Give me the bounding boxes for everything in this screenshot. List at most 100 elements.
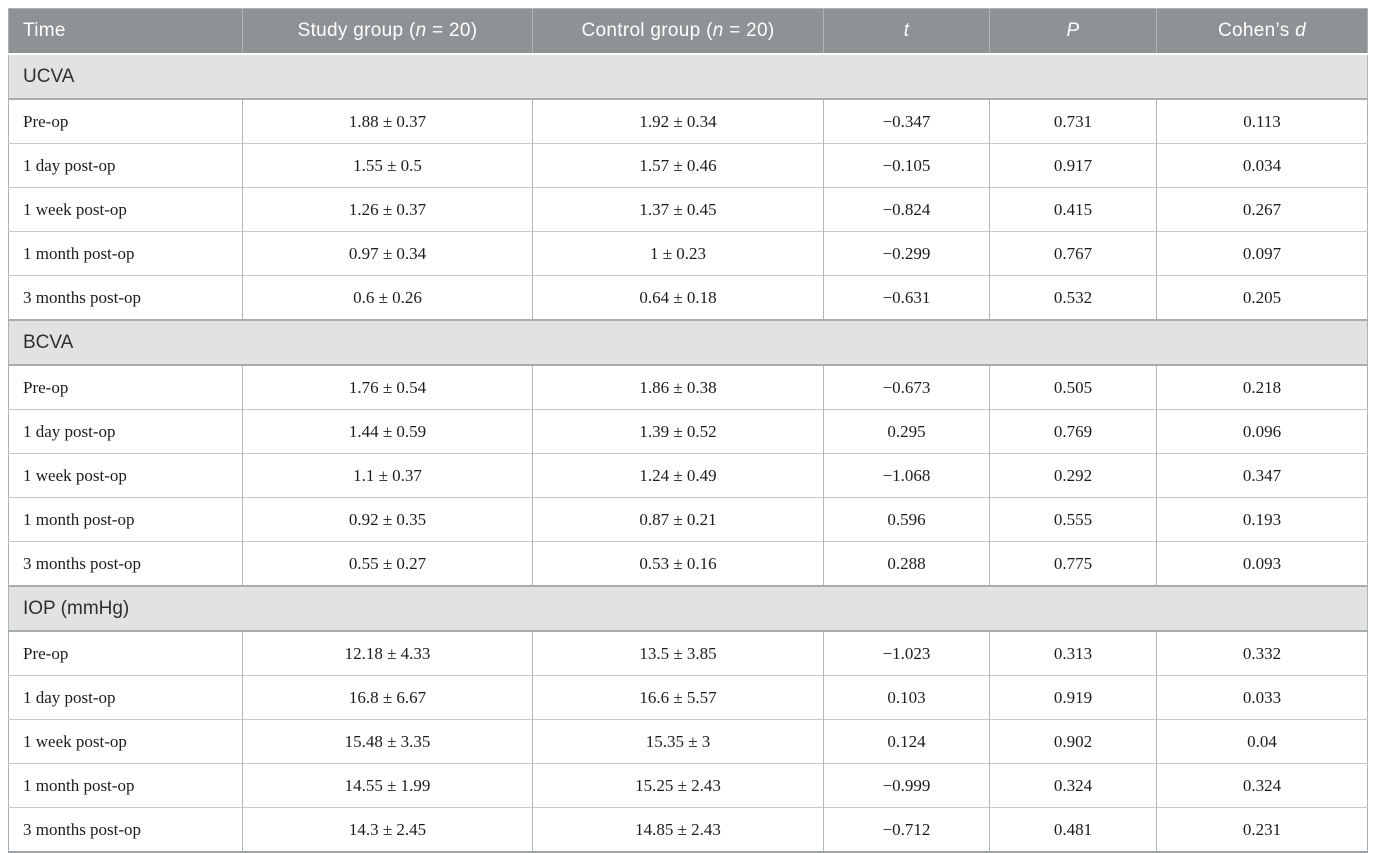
control-group-cell: 1.24 ± 0.49 [532,453,824,498]
study-group-cell: 1.44 ± 0.59 [242,409,533,454]
section-row: BCVA [8,319,1368,366]
t-cell: 0.295 [823,409,990,454]
table-row: 1 day post-op 1.55 ± 0.5 1.57 ± 0.46 −0.105… [8,143,1368,188]
table-row: 1 month post-op 0.92 ± 0.35 0.87 ± 0.21 0.5… [8,497,1368,542]
study-group-cell: 16.8 ± 6.67 [242,675,533,720]
control-group-cell: 1.86 ± 0.38 [532,364,824,410]
table-row: 1 day post-op 1.44 ± 0.59 1.39 ± 0.52 0.295… [8,409,1368,454]
time-cell: 1 month post-op [8,763,243,808]
time-cell: Pre-op [8,98,243,144]
table-header: Time Study group (n = 20) Control group (n… [8,8,1368,55]
time-cell: 1 month post-op [8,497,243,542]
control-group-cell: 15.35 ± 3 [532,719,824,764]
page: Time Study group (n = 20) Control group (n… [8,8,1368,853]
p-cell: 0.555 [989,497,1157,542]
p-cell: 0.919 [989,675,1157,720]
control-group-cell: 13.5 ± 3.85 [532,630,824,676]
table-row: 3 months post-op 0.55 ± 0.27 0.53 ± 0.16 0.… [8,541,1368,586]
study-group-cell: 1.55 ± 0.5 [242,143,533,188]
table-row: 1 week post-op 1.1 ± 0.37 1.24 ± 0.49 −1.06… [8,453,1368,498]
header-row: Time Study group (n = 20) Control group (n… [8,8,1368,55]
t-cell: 0.596 [823,497,990,542]
time-cell: 1 month post-op [8,231,243,276]
t-cell: −1.068 [823,453,990,498]
t-cell: 0.124 [823,719,990,764]
cohens-d-cell: 0.267 [1156,187,1368,232]
cohens-d-cell: 0.332 [1156,630,1368,676]
cohens-d-cell: 0.205 [1156,275,1368,320]
study-group-cell: 15.48 ± 3.35 [242,719,533,764]
table-row: Pre-op 1.76 ± 0.54 1.86 ± 0.38 −0.673 0.505 0… [8,364,1368,410]
time-cell: 1 week post-op [8,719,243,764]
study-group-cell: 12.18 ± 4.33 [242,630,533,676]
study-group-cell: 1.26 ± 0.37 [242,187,533,232]
column-header-p: P [989,8,1157,55]
cohens-d-cell: 0.097 [1156,231,1368,276]
column-header-study-group: Study group (n = 20) [242,8,533,55]
table-row: 1 week post-op 15.48 ± 3.35 15.35 ± 3 0.124… [8,719,1368,764]
t-cell: −0.999 [823,763,990,808]
time-cell: 1 week post-op [8,453,243,498]
section-row: IOP (mmHg) [8,585,1368,632]
time-cell: 1 day post-op [8,409,243,454]
table-row: 1 week post-op 1.26 ± 0.37 1.37 ± 0.45 −0.8… [8,187,1368,232]
time-cell: Pre-op [8,630,243,676]
control-group-cell: 1.39 ± 0.52 [532,409,824,454]
section-label: IOP (mmHg) [8,585,1368,632]
table-row: Pre-op 1.88 ± 0.37 1.92 ± 0.34 −0.347 0.731 0… [8,98,1368,144]
t-cell: −1.023 [823,630,990,676]
control-group-cell: 1 ± 0.23 [532,231,824,276]
p-cell: 0.917 [989,143,1157,188]
cohens-d-cell: 0.033 [1156,675,1368,720]
column-header-cohens-d: Cohen’s d [1156,8,1368,55]
p-cell: 0.902 [989,719,1157,764]
cohens-d-cell: 0.04 [1156,719,1368,764]
column-header-t: t [823,8,990,55]
table-row: 1 day post-op 16.8 ± 6.67 16.6 ± 5.57 0.103… [8,675,1368,720]
cohens-d-cell: 0.324 [1156,763,1368,808]
section-row: UCVA [8,53,1368,100]
t-cell: −0.347 [823,98,990,144]
time-cell: 1 week post-op [8,187,243,232]
time-cell: 3 months post-op [8,275,243,320]
table-row: Pre-op 12.18 ± 4.33 13.5 ± 3.85 −1.023 0.313… [8,630,1368,676]
t-cell: −0.673 [823,364,990,410]
p-cell: 0.415 [989,187,1157,232]
p-cell: 0.313 [989,630,1157,676]
p-cell: 0.505 [989,364,1157,410]
cohens-d-cell: 0.218 [1156,364,1368,410]
t-cell: −0.105 [823,143,990,188]
p-cell: 0.532 [989,275,1157,320]
cohens-d-cell: 0.096 [1156,409,1368,454]
t-cell: −0.824 [823,187,990,232]
control-group-cell: 1.37 ± 0.45 [532,187,824,232]
t-cell: −0.299 [823,231,990,276]
section-label: UCVA [8,53,1368,100]
cohens-d-cell: 0.093 [1156,541,1368,586]
time-cell: Pre-op [8,364,243,410]
t-cell: −0.631 [823,275,990,320]
results-table: Time Study group (n = 20) Control group (n… [8,8,1368,853]
p-cell: 0.775 [989,541,1157,586]
p-cell: 0.769 [989,409,1157,454]
time-cell: 1 day post-op [8,143,243,188]
study-group-cell: 0.55 ± 0.27 [242,541,533,586]
control-group-cell: 1.57 ± 0.46 [532,143,824,188]
study-group-cell: 14.55 ± 1.99 [242,763,533,808]
p-cell: 0.731 [989,98,1157,144]
control-group-cell: 16.6 ± 5.57 [532,675,824,720]
time-cell: 3 months post-op [8,541,243,586]
control-group-cell: 0.87 ± 0.21 [532,497,824,542]
column-header-control-group: Control group (n = 20) [532,8,824,55]
control-group-cell: 1.92 ± 0.34 [532,98,824,144]
study-group-cell: 1.88 ± 0.37 [242,98,533,144]
cohens-d-cell: 0.193 [1156,497,1368,542]
t-cell: 0.103 [823,675,990,720]
table-body: UCVA Pre-op 1.88 ± 0.37 1.92 ± 0.34 −0.347 0.… [8,53,1368,852]
study-group-cell: 0.97 ± 0.34 [242,231,533,276]
p-cell: 0.292 [989,453,1157,498]
study-group-cell: 1.76 ± 0.54 [242,364,533,410]
p-cell: 0.324 [989,763,1157,808]
cohens-d-cell: 0.347 [1156,453,1368,498]
t-cell: 0.288 [823,541,990,586]
